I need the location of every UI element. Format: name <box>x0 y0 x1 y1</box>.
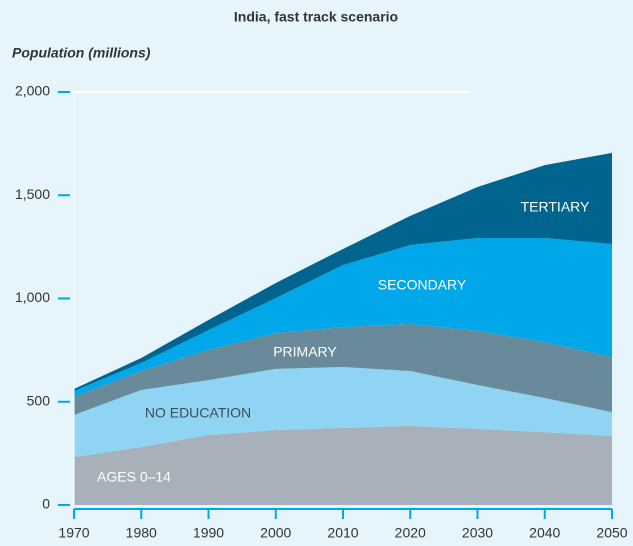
x-tick-label: 2040 <box>529 525 560 541</box>
series-label: TERTIARY <box>521 199 590 215</box>
series-label: NO EDUCATION <box>145 405 251 421</box>
series-label: AGES 0–14 <box>97 469 171 485</box>
series-label: SECONDARY <box>378 277 467 293</box>
area <box>74 237 612 398</box>
y-tick-label: 1,000 <box>15 289 50 305</box>
series-label: PRIMARY <box>273 344 337 360</box>
y-tick-label: 0 <box>42 496 50 512</box>
x-tick-label: 2000 <box>260 525 291 541</box>
x-tick-label: 1990 <box>193 525 224 541</box>
x-tick-label: 2050 <box>596 525 627 541</box>
chart-title: India, fast track scenario <box>234 9 398 25</box>
x-tick-label: 1980 <box>126 525 157 541</box>
area <box>74 323 612 415</box>
x-tick-label: 2010 <box>327 525 358 541</box>
x-tick-label: 2020 <box>395 525 426 541</box>
area <box>74 425 612 505</box>
area <box>74 367 612 458</box>
x-tick-label: 1970 <box>58 525 89 541</box>
y-tick-label: 2,000 <box>15 83 50 99</box>
area <box>74 152 612 392</box>
y-tick-label: 1,500 <box>15 186 50 202</box>
y-tick-label: 500 <box>27 392 51 408</box>
x-tick-label: 2030 <box>462 525 493 541</box>
y-axis-label: Population (millions) <box>12 45 151 61</box>
